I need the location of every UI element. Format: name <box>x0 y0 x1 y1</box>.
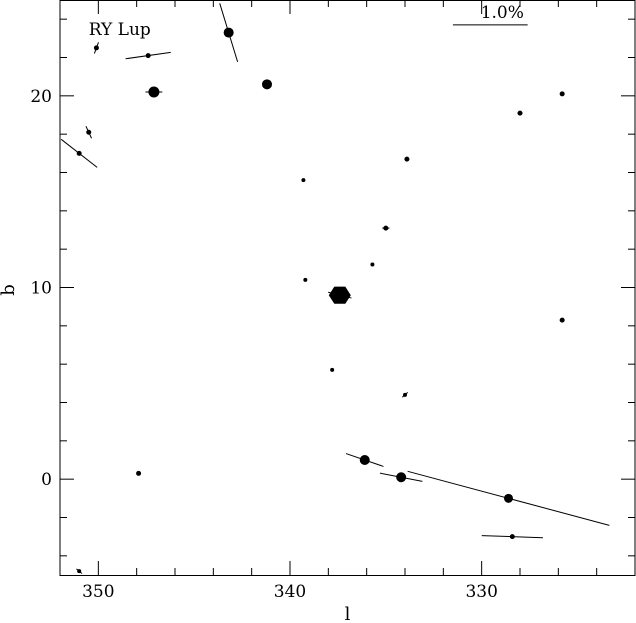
data-point <box>86 129 92 135</box>
y-tick-label: 0 <box>41 470 52 490</box>
x-axis-label: l <box>345 604 351 623</box>
data-point <box>77 569 82 574</box>
data-point <box>504 493 513 503</box>
data-point <box>145 53 151 59</box>
y-tick-label: 10 <box>30 279 52 299</box>
x-tick-label: 350 <box>82 582 114 602</box>
data-point <box>359 455 370 465</box>
y-tick-label: 20 <box>30 87 52 107</box>
scale-bar-label: 1.0% <box>481 3 524 23</box>
data-point <box>404 156 410 162</box>
data-points <box>76 27 565 574</box>
data-point <box>403 392 407 397</box>
data-point <box>328 286 351 304</box>
data-point <box>262 79 272 90</box>
data-point <box>93 45 99 51</box>
data-point <box>223 27 234 38</box>
plot-frame <box>59 0 636 576</box>
data-point <box>76 150 82 156</box>
data-point <box>509 534 515 540</box>
data-point <box>517 110 523 116</box>
axis-ticks <box>59 0 636 575</box>
data-point <box>136 470 142 476</box>
data-point <box>383 225 389 231</box>
data-point <box>559 317 565 323</box>
x-tick-label: 340 <box>274 582 306 602</box>
data-point <box>148 86 160 98</box>
data-point <box>559 91 565 97</box>
tick-labels: 350 340 330 0 10 20 <box>30 87 498 602</box>
data-point <box>301 178 306 183</box>
data-point <box>330 367 335 372</box>
data-point <box>396 472 407 483</box>
data-point <box>303 277 308 282</box>
object-label: RY Lup <box>89 20 151 40</box>
y-axis-label: b <box>0 284 19 296</box>
x-tick-label: 330 <box>465 582 497 602</box>
data-point <box>370 262 375 267</box>
